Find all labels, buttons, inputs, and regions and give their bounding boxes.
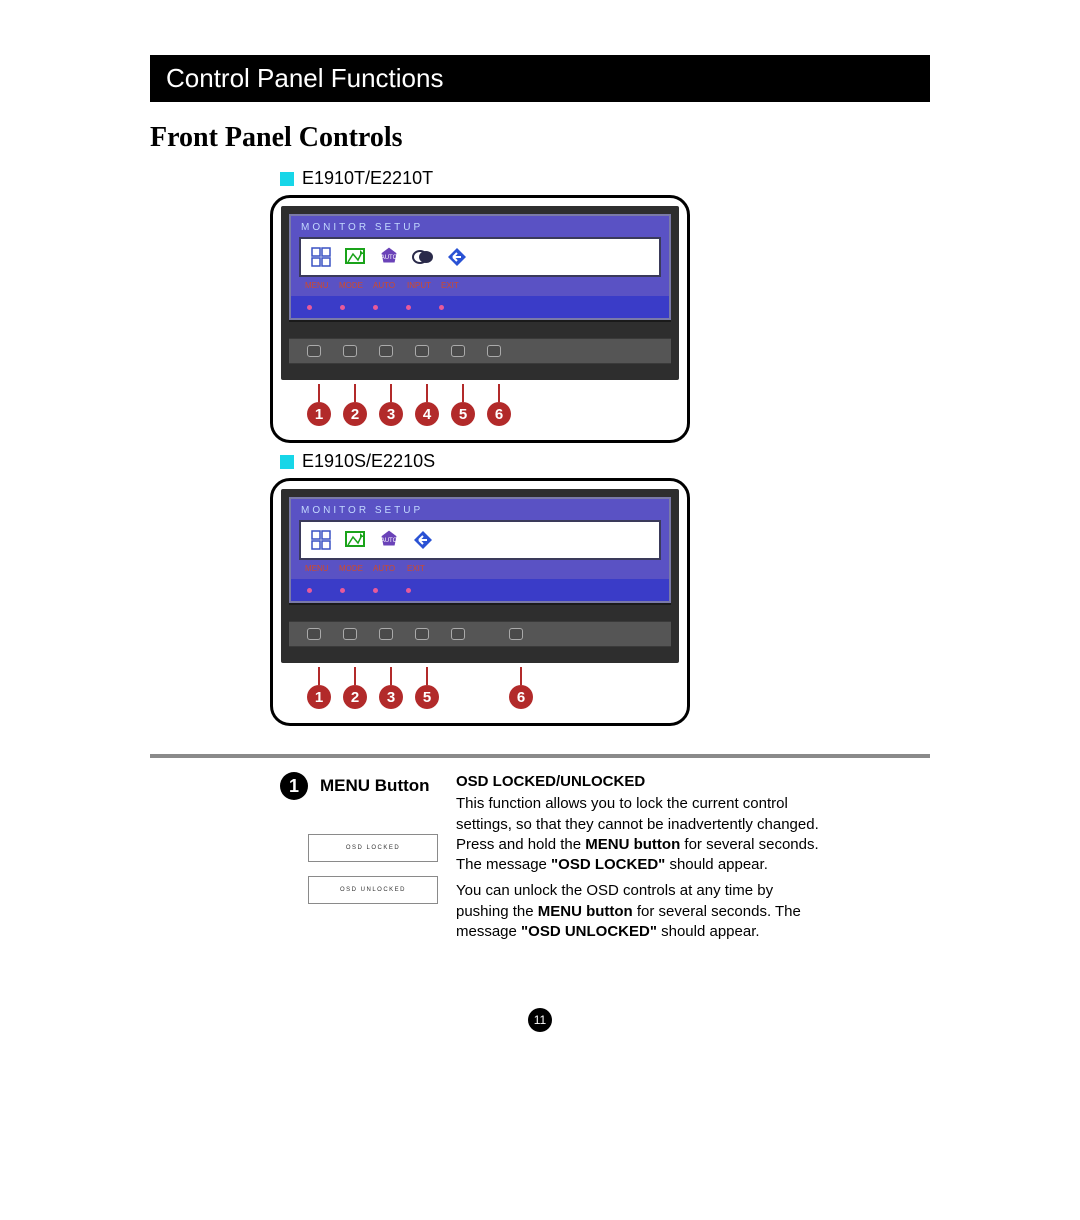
physical-button xyxy=(509,628,523,640)
osd-label: MENU xyxy=(305,564,339,573)
osd-locked-chip: OSD LOCKED xyxy=(308,834,438,862)
subtitle: Front Panel Controls xyxy=(150,122,930,154)
osd-icon-row: AUTO xyxy=(299,237,661,277)
callout-number: 1 xyxy=(307,402,331,426)
callout-number: 5 xyxy=(451,402,475,426)
osd-icon-row: AUTO xyxy=(299,520,661,560)
physical-button xyxy=(307,345,321,357)
callout-number: 2 xyxy=(343,402,367,426)
monitor-diagram-s: MONITOR SETUP AUTO MENU MODE AUTO EXIT xyxy=(270,478,690,726)
monitor-diagram-t: MONITOR SETUP AUTO MENU MODE AUTO INPUT … xyxy=(270,195,690,443)
osd-label: MODE xyxy=(339,564,373,573)
desc-paragraph-2: You can unlock the OSD controls at any t… xyxy=(456,881,826,942)
callout-row: 1 2 3 4 5 6 xyxy=(281,380,679,432)
exit-icon xyxy=(443,243,471,271)
callout-number: 3 xyxy=(379,402,403,426)
menu-button-title: MENU Button xyxy=(320,776,430,796)
physical-button xyxy=(451,345,465,357)
mode-icon xyxy=(341,526,369,554)
section-divider xyxy=(150,754,930,758)
osd-title: MONITOR SETUP xyxy=(291,216,669,237)
physical-button xyxy=(343,628,357,640)
physical-button xyxy=(379,345,393,357)
physical-button xyxy=(307,628,321,640)
dot-strip xyxy=(291,296,669,318)
desc-heading: OSD LOCKED/UNLOCKED xyxy=(456,772,826,792)
osd-unlocked-chip: OSD UNLOCKED xyxy=(308,876,438,904)
mode-icon xyxy=(341,243,369,271)
menu-icon xyxy=(307,243,335,271)
callout-number: 1 xyxy=(307,685,331,709)
osd-label-row: MENU MODE AUTO EXIT xyxy=(299,560,661,579)
exit-icon xyxy=(409,526,437,554)
osd-label: MENU xyxy=(305,281,339,290)
physical-button xyxy=(487,345,501,357)
input-icon xyxy=(409,243,437,271)
callout-number: 4 xyxy=(415,402,439,426)
callout-number: 5 xyxy=(415,685,439,709)
osd-label: AUTO xyxy=(373,564,407,573)
physical-button xyxy=(415,628,429,640)
osd-label: MODE xyxy=(339,281,373,290)
callout-number: 2 xyxy=(343,685,367,709)
osd-label-row: MENU MODE AUTO INPUT EXIT xyxy=(299,277,661,296)
physical-button xyxy=(379,628,393,640)
physical-button-row xyxy=(289,338,671,364)
osd-label: INPUT xyxy=(407,281,441,290)
page-number: 11 xyxy=(528,1008,552,1032)
model-label-s: E1910S/E2210S xyxy=(280,451,930,472)
step-number-icon: 1 xyxy=(280,772,308,800)
auto-icon: AUTO xyxy=(375,526,403,554)
desc-paragraph-1: This function allows you to lock the cur… xyxy=(456,794,826,875)
bullet-square-icon xyxy=(280,172,294,186)
svg-text:AUTO: AUTO xyxy=(381,255,398,261)
section-header: Control Panel Functions xyxy=(150,55,930,102)
callout-number: 6 xyxy=(487,402,511,426)
osd-label: EXIT xyxy=(441,281,475,290)
model-s-text: E1910S/E2210S xyxy=(302,451,435,472)
osd-title: MONITOR SETUP xyxy=(291,499,669,520)
model-t-text: E1910T/E2210T xyxy=(302,168,433,189)
menu-icon xyxy=(307,526,335,554)
callout-number: 6 xyxy=(509,685,533,709)
model-label-t: E1910T/E2210T xyxy=(280,168,930,189)
callout-row: 1 2 3 5 6 xyxy=(281,663,679,715)
physical-button xyxy=(451,628,465,640)
osd-label: EXIT xyxy=(407,564,441,573)
osd-label: AUTO xyxy=(373,281,407,290)
bullet-square-icon xyxy=(280,455,294,469)
physical-button xyxy=(415,345,429,357)
auto-icon: AUTO xyxy=(375,243,403,271)
svg-text:AUTO: AUTO xyxy=(381,538,398,544)
callout-number: 3 xyxy=(379,685,403,709)
menu-button-description: 1 MENU Button OSD LOCKED OSD UNLOCKED OS… xyxy=(280,772,930,948)
dot-strip xyxy=(291,579,669,601)
physical-button-row xyxy=(289,621,671,647)
physical-button xyxy=(343,345,357,357)
